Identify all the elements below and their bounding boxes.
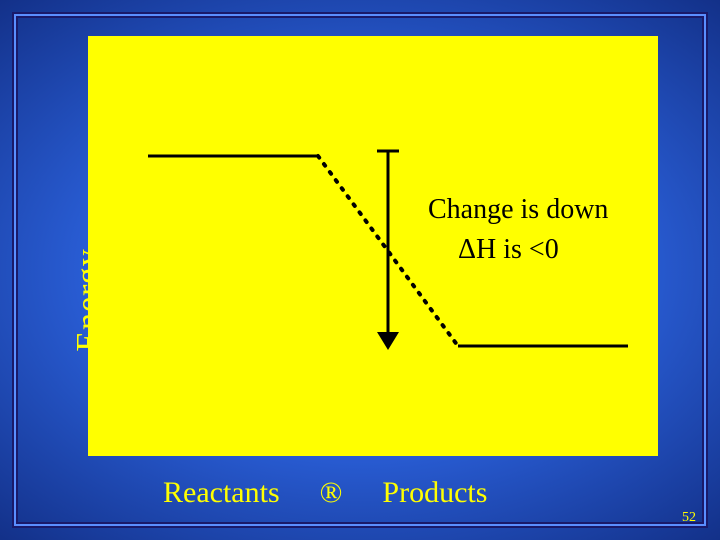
reaction-direction-row: Reactants ® Products: [88, 468, 658, 518]
products-label: Products: [382, 476, 487, 510]
delta-arrow-head: [377, 332, 399, 350]
annotation-change-is-down: Change is down: [428, 194, 608, 226]
energy-diagram: Change is down ΔH is <0: [88, 36, 658, 456]
y-axis-label-energy: Energy: [70, 248, 108, 352]
annotation-delta-h: ΔH is <0: [458, 234, 559, 266]
slide-number: 52: [682, 510, 696, 526]
reaction-arrow-icon: ®: [320, 476, 343, 510]
reactants-label: Reactants: [163, 476, 280, 510]
energy-diagram-svg: [88, 36, 658, 456]
